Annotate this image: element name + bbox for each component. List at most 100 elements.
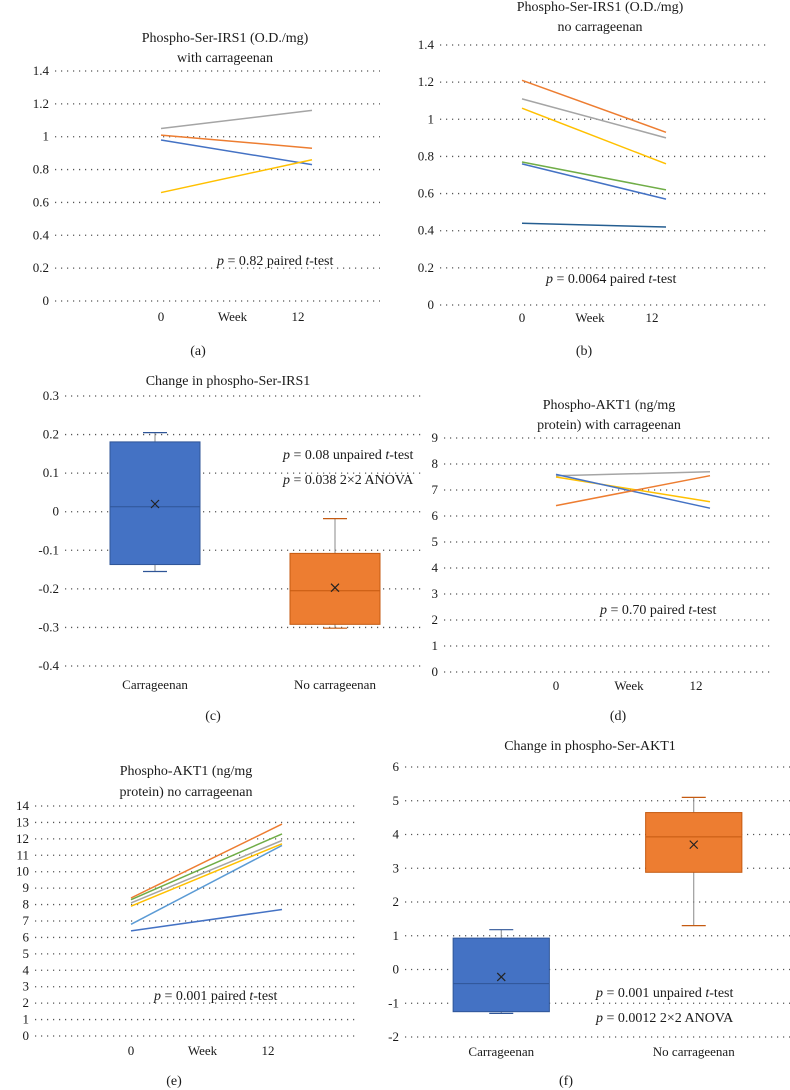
box-rect (645, 812, 743, 873)
p-text: = 0.08 unpaired (290, 448, 385, 463)
panel-caption: (a) (190, 344, 206, 359)
y-tick-label: 0.6 (33, 194, 50, 209)
box-rect (452, 937, 550, 1013)
x-tick-label: 12 (292, 309, 305, 324)
series-line (130, 839, 283, 904)
p-value-annotation: p = 0.82 paired t-test (216, 254, 333, 269)
series-line (130, 844, 283, 925)
series-line (160, 134, 313, 149)
y-tick-label: 1 (432, 638, 439, 653)
p-symbol: p (153, 989, 161, 1004)
t-symbol: t (648, 272, 653, 287)
chart-title: Phospho-AKT1 (ng/mg (543, 398, 676, 413)
category-label: No carrageenan (294, 677, 376, 692)
y-tick-label: 0 (53, 504, 60, 519)
category-label: Carrageenan (468, 1044, 534, 1059)
x-tick-label: 12 (646, 310, 659, 325)
mean-marker (689, 840, 699, 850)
y-tick-label: 12 (16, 831, 29, 846)
p-text: = 0.001 paired (161, 989, 249, 1004)
p-symbol: p (599, 603, 607, 618)
panel-c: Change in phospho-Ser-IRS1 -0.4 -0.3 -0.2 -0… (38, 374, 425, 724)
chart-title: no carrageenan (557, 20, 642, 35)
y-tick-label: -1 (388, 995, 399, 1010)
series-line (130, 823, 283, 899)
p-symbol: p (545, 272, 553, 287)
test-suffix: -test (253, 989, 277, 1004)
p-symbol: p (216, 254, 224, 269)
y-tick-label: 0 (23, 1028, 30, 1043)
y-tick-label: 11 (16, 847, 29, 862)
p-value-annotation: p = 0.001 paired t-test (153, 989, 277, 1004)
p-symbol: p (282, 448, 290, 463)
p-value-annotation: p = 0.001 unpaired t-test (595, 986, 733, 1001)
panel-caption: (e) (166, 1074, 182, 1089)
p-value-annotation: p = 0.0012 2×2 ANOVA (595, 1011, 734, 1026)
y-tick-label: 4 (23, 962, 30, 977)
p-text: = 0.82 paired (224, 254, 305, 269)
y-tick-label: -2 (388, 1029, 399, 1044)
chart-title: Change in phospho-Ser-IRS1 (146, 374, 311, 389)
y-tick-label: 0 (393, 962, 400, 977)
y-tick-label: 0 (432, 664, 439, 679)
p-symbol: p (595, 1011, 603, 1026)
y-tick-label: 1.2 (33, 96, 49, 111)
box-2 (645, 796, 743, 927)
y-tick-label: 4 (432, 560, 439, 575)
p-text: = 0.038 2×2 ANOVA (290, 473, 414, 488)
panel-caption: (b) (576, 344, 593, 359)
series-line (160, 158, 313, 194)
y-tick-label: 7 (23, 913, 30, 928)
y-tick-label: 0.6 (418, 186, 435, 201)
p-symbol: p (595, 986, 603, 1001)
y-tick-label: 9 (23, 880, 30, 895)
box-1 (109, 432, 201, 573)
chart-title: Phospho-Ser-IRS1 (O.D./mg) (142, 31, 309, 46)
chart-title: protein) no carrageenan (120, 785, 253, 800)
series-line (521, 222, 667, 228)
panel-b: Phospho-Ser-IRS1 (O.D./mg) no carrageenan… (418, 0, 770, 359)
test-suffix: -test (709, 986, 733, 1001)
y-tick-label: 3 (393, 860, 400, 875)
p-text: = 0.001 unpaired (603, 986, 705, 1001)
box-2 (289, 518, 381, 629)
y-tick-label: -0.3 (38, 619, 59, 634)
y-tick-label: 3 (432, 586, 439, 601)
panel-caption: (d) (610, 709, 627, 724)
test-suffix: -test (389, 448, 413, 463)
y-tick-label: 0.4 (418, 223, 435, 238)
y-tick-label: 6 (432, 508, 439, 523)
t-symbol: t (249, 989, 254, 1004)
series-line (555, 476, 711, 503)
x-axis-label: Week (218, 309, 248, 324)
chart-title: with carrageenan (177, 51, 273, 66)
p-value-annotation: p = 0.70 paired t-test (599, 603, 716, 618)
y-tick-label: 5 (23, 946, 30, 961)
mean-marker (150, 499, 160, 509)
x-axis-label: Week (614, 678, 644, 693)
y-tick-label: 0.8 (33, 162, 49, 177)
mean-marker (496, 972, 506, 982)
y-tick-label: 6 (23, 929, 30, 944)
y-tick-label: 0.3 (43, 388, 59, 403)
y-tick-label: 0.2 (33, 260, 49, 275)
y-tick-label: 0 (428, 297, 435, 312)
p-value-annotation: p = 0.0064 paired t-test (545, 272, 676, 287)
mean-marker (330, 583, 340, 593)
x-tick-label: 0 (158, 309, 165, 324)
box-1 (452, 929, 550, 1014)
y-tick-label: 5 (432, 534, 439, 549)
p-text: = 0.0012 2×2 ANOVA (603, 1011, 734, 1026)
y-tick-label: -0.1 (38, 542, 59, 557)
y-tick-label: 2 (432, 612, 439, 627)
panel-d: Phospho-AKT1 (ng/mg protein) with carrage… (432, 398, 770, 724)
y-tick-label: 3 (23, 979, 30, 994)
box-rect (289, 552, 381, 625)
test-suffix: -test (692, 603, 716, 618)
chart-title: Phospho-Ser-IRS1 (O.D./mg) (517, 0, 684, 15)
y-tick-label: 1 (43, 129, 50, 144)
y-tick-label: 13 (16, 814, 29, 829)
y-tick-label: 7 (432, 482, 439, 497)
y-tick-label: 6 (393, 759, 400, 774)
category-label: No carrageenan (653, 1044, 735, 1059)
